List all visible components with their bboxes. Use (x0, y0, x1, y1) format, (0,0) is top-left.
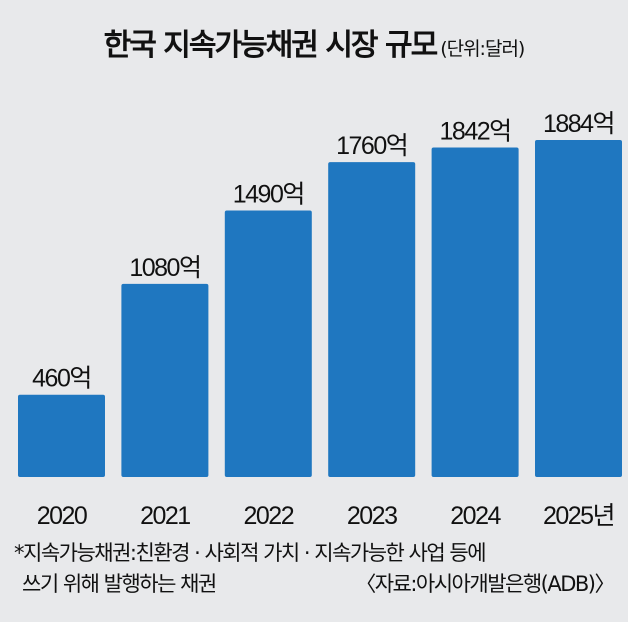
bar-2022 (224, 210, 312, 478)
category-label: 2025년 (543, 502, 614, 530)
bar-2023 (328, 162, 416, 477)
unit-label: (단위:달러) (440, 38, 525, 60)
category-label: 2021 (140, 502, 190, 530)
value-label: 1884억 (543, 110, 614, 138)
footnote-line-2: 쓰기 위해 발행하는 채권 (22, 572, 217, 596)
category-label: 2020 (37, 502, 87, 530)
value-label: 1842억 (440, 118, 511, 146)
bar-2021 (121, 283, 209, 477)
category-label: 2023 (347, 502, 397, 530)
chart-card: 한국 지속가능채권 시장 규모 (단위:달러) 460억 2020 1080억 2021… (0, 0, 628, 622)
bar-2024 (431, 147, 519, 477)
category-label: 2022 (243, 502, 293, 530)
category-label: 2024 (450, 502, 501, 530)
value-label: 1760억 (336, 132, 407, 160)
value-label: 460억 (32, 365, 91, 393)
chart-title-text: 한국 지속가능채권 시장 규모 (103, 28, 439, 63)
bar-2020 (18, 394, 105, 477)
footnote-line-1: *지속가능채권:친환경 · 사회적 가치 · 지속가능한 사업 등에 (14, 541, 487, 565)
value-label: 1490억 (233, 180, 304, 208)
bar-2025년 (535, 140, 622, 477)
chart-title: 한국 지속가능채권 시장 규모 (단위:달러) (0, 20, 628, 64)
source-note: 〈자료:아시아개발은행(ADB)〉 (355, 572, 615, 596)
value-label: 1080억 (129, 254, 200, 282)
